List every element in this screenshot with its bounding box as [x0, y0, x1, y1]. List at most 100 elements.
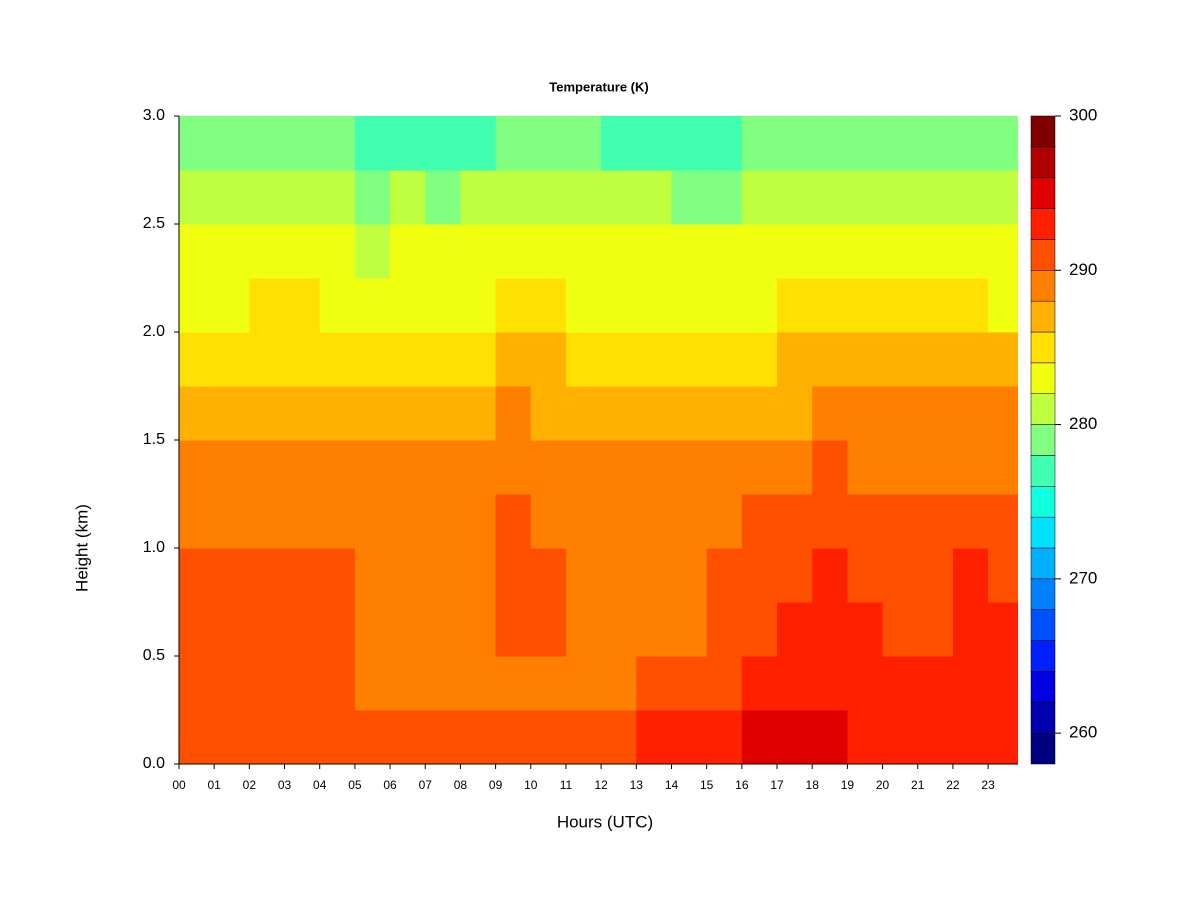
heatmap-cell — [741, 278, 778, 333]
y-tick-label: 0.0 — [143, 755, 165, 772]
heatmap-cell — [179, 386, 215, 441]
heatmap-cell — [530, 440, 567, 495]
heatmap-cell — [565, 170, 602, 225]
heatmap-cell — [179, 440, 215, 495]
heatmap-cell — [812, 116, 848, 171]
heatmap-cell — [354, 170, 391, 225]
heatmap-cell — [847, 710, 884, 764]
heatmap-cell — [530, 494, 567, 549]
heatmap-cell — [952, 656, 989, 711]
heatmap-cell — [988, 332, 1018, 387]
heatmap-cell — [214, 494, 250, 549]
heatmap-cell — [284, 332, 321, 387]
heatmap-cell — [284, 548, 321, 603]
y-tick-label: 2.0 — [143, 323, 165, 340]
heatmap-cell — [706, 440, 743, 495]
heatmap-cell — [354, 494, 391, 549]
heatmap-cell — [214, 440, 250, 495]
heatmap-cell — [777, 656, 813, 711]
x-tick-label: 06 — [383, 778, 397, 792]
colorbar-segment — [1030, 270, 1056, 302]
heatmap-cell — [390, 656, 426, 711]
heatmap-cell — [706, 656, 743, 711]
heatmap-cell — [671, 386, 708, 441]
x-tick-label: 15 — [700, 778, 714, 792]
heatmap-cell — [917, 710, 954, 764]
heatmap-cell — [917, 602, 954, 657]
heatmap-cell — [671, 170, 708, 225]
heatmap-cell — [495, 332, 532, 387]
heatmap-cell — [706, 548, 743, 603]
heatmap-cell — [319, 170, 356, 225]
chart-title: Temperature (K) — [549, 79, 648, 94]
heatmap-cell — [565, 224, 602, 279]
heatmap-cell — [460, 224, 497, 279]
x-tick-label: 11 — [560, 778, 573, 792]
heatmap-cell — [249, 548, 286, 603]
heatmap-cell — [671, 440, 708, 495]
x-tick-label: 10 — [524, 778, 538, 792]
heatmap-cell — [952, 440, 989, 495]
heatmap-cell — [460, 116, 497, 171]
heatmap-cell — [917, 170, 954, 225]
colorbar-segment — [1030, 547, 1056, 580]
heatmap-cell — [425, 440, 461, 495]
x-tick-label: 22 — [946, 778, 960, 792]
heatmap-cell — [988, 494, 1018, 549]
heatmap-cell — [847, 332, 884, 387]
heatmap-cell — [917, 548, 954, 603]
heatmap-cell — [636, 332, 672, 387]
heatmap-cell — [495, 386, 532, 441]
heatmap-cell — [530, 278, 567, 333]
heatmap-cell — [425, 656, 461, 711]
heatmap-cell — [249, 494, 286, 549]
heatmap-cell — [354, 602, 391, 657]
heatmap-cell — [636, 548, 672, 603]
heatmap-cell — [812, 224, 848, 279]
x-tick-label: 01 — [207, 778, 221, 792]
colorbar-tick-label: 290 — [1069, 260, 1097, 279]
heatmap-cell — [847, 278, 884, 333]
x-tick-label: 17 — [770, 778, 784, 792]
heatmap-cell — [179, 602, 215, 657]
heatmap-cell — [495, 656, 532, 711]
colorbar-segment — [1030, 640, 1056, 672]
heatmap-cell — [284, 440, 321, 495]
heatmap-cell — [284, 224, 321, 279]
heatmap-cell — [390, 602, 426, 657]
heatmap-cell — [601, 170, 637, 225]
heatmap-cell — [777, 494, 813, 549]
heatmap-cell — [917, 440, 954, 495]
heatmap-cell — [425, 278, 461, 333]
heatmap-cell — [988, 656, 1018, 711]
heatmap-cell — [671, 548, 708, 603]
heatmap-cell — [390, 386, 426, 441]
heatmap-cell — [284, 710, 321, 764]
colorbar-segment — [1030, 362, 1056, 394]
heatmap-cell — [319, 440, 356, 495]
heatmap-cell — [952, 494, 989, 549]
colorbar-segment — [1030, 486, 1056, 518]
heatmap-cell — [354, 548, 391, 603]
heatmap-cell — [319, 278, 356, 333]
heatmap-cell — [249, 710, 286, 764]
heatmap-cell — [179, 332, 215, 387]
heatmap-cell — [777, 224, 813, 279]
heatmap-cell — [495, 278, 532, 333]
heatmap-cell — [706, 332, 743, 387]
heatmap-cell — [601, 116, 637, 171]
heatmap-cell — [741, 494, 778, 549]
heatmap-cell — [179, 224, 215, 279]
heatmap-cell — [741, 710, 778, 764]
x-tick-label: 00 — [172, 778, 186, 792]
heatmap-cell — [565, 116, 602, 171]
heatmap-cell — [882, 386, 919, 441]
heatmap-cell — [354, 224, 391, 279]
colorbar-segment — [1030, 424, 1056, 456]
heatmap-cell — [390, 494, 426, 549]
heatmap-cell — [565, 332, 602, 387]
colorbar-segment — [1030, 671, 1056, 703]
heatmap-cell — [847, 548, 884, 603]
heatmap-cell — [988, 548, 1018, 603]
heatmap-cell — [671, 602, 708, 657]
